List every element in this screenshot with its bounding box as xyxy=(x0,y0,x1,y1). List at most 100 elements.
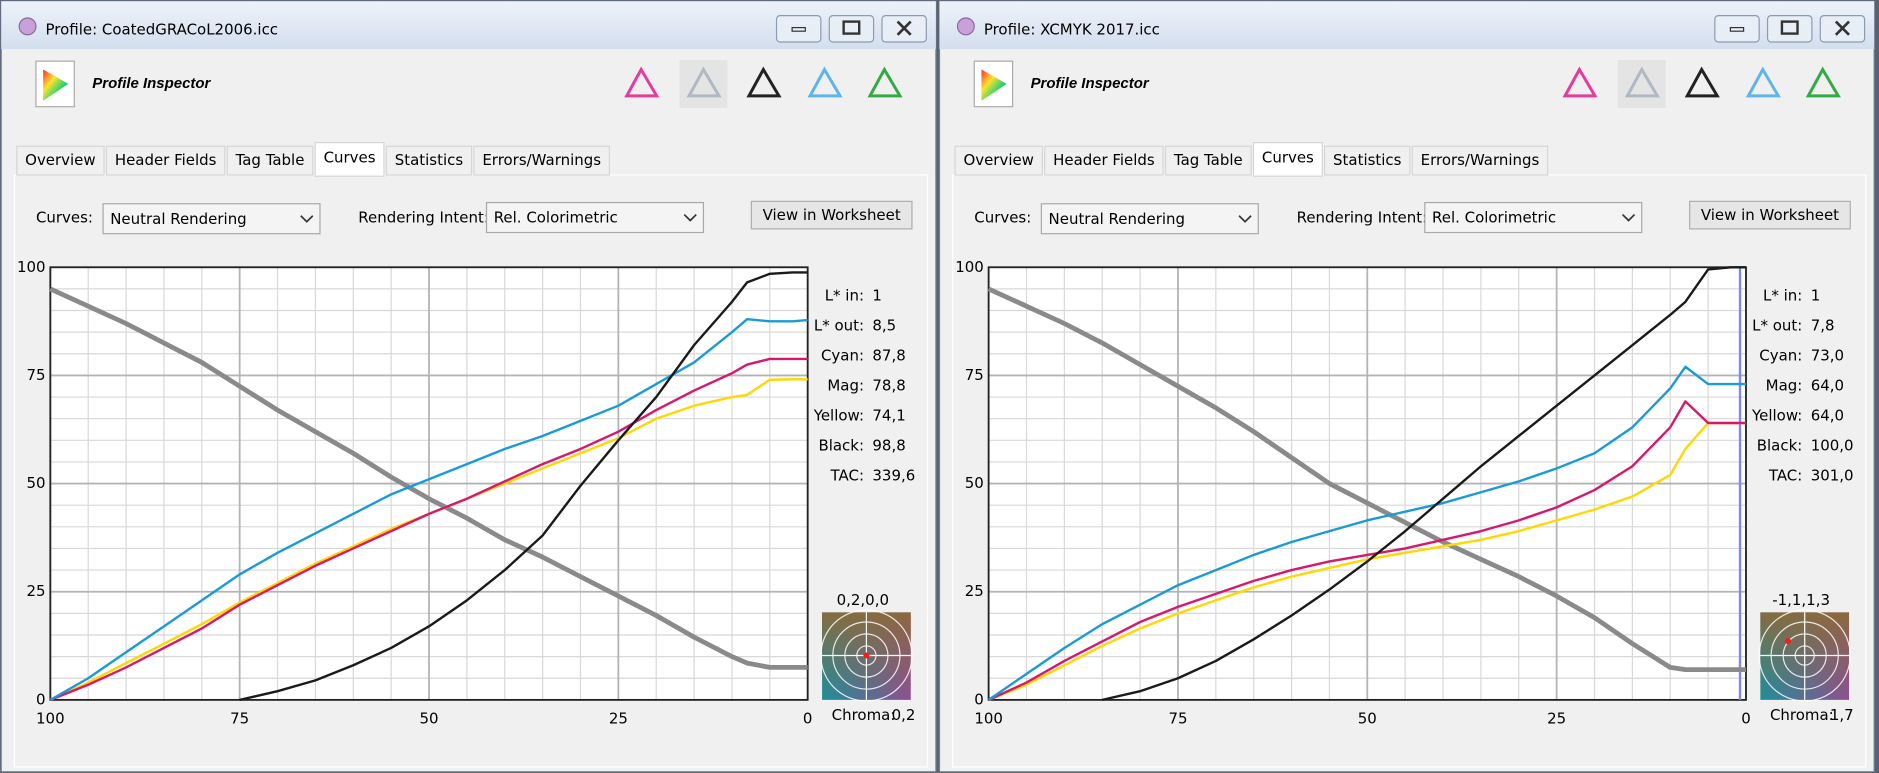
intent-dropdown[interactable] xyxy=(1424,201,1643,234)
curves-value[interactable]: Neutral Rendering xyxy=(110,210,246,228)
intent-label: Rendering Intent: xyxy=(1297,209,1428,227)
title-icon xyxy=(956,17,975,36)
curve xyxy=(49,357,808,701)
tab-label[interactable]: Overview xyxy=(25,151,95,169)
tab-label[interactable]: Curves xyxy=(1262,149,1314,167)
tab[interactable] xyxy=(1252,142,1323,177)
intent-value[interactable]: Rel. Colorimetric xyxy=(494,209,618,227)
tool-icon[interactable] xyxy=(686,66,722,98)
plot-frame xyxy=(987,266,1747,701)
worksheet-button[interactable] xyxy=(1689,200,1851,230)
tab[interactable] xyxy=(1411,145,1549,176)
plot-frame xyxy=(49,266,809,701)
window: Profile: XCMYK 2017.icc Profile Inspector… xyxy=(938,0,1875,773)
readout-value: 1 xyxy=(872,287,882,305)
maximize-button[interactable] xyxy=(828,15,875,43)
tool-icon[interactable] xyxy=(807,66,843,98)
tab[interactable] xyxy=(1324,145,1411,176)
tab[interactable] xyxy=(1164,145,1252,176)
readout-value: 74,1 xyxy=(872,406,905,424)
tab[interactable] xyxy=(314,142,385,177)
tool-icon[interactable] xyxy=(867,66,903,98)
intent-value[interactable]: Rel. Colorimetric xyxy=(1432,209,1556,227)
tab-label[interactable]: Header Fields xyxy=(1053,151,1155,169)
tab-label[interactable]: Tag Table xyxy=(235,151,305,169)
intent-label: Rendering Intent: xyxy=(358,209,489,227)
minimize-glyph xyxy=(1729,26,1745,32)
intent-dropdown[interactable] xyxy=(485,201,705,234)
tab[interactable] xyxy=(16,145,105,176)
readout-label: TAC: xyxy=(1768,466,1802,484)
worksheet-button-label[interactable]: View in Worksheet xyxy=(1701,206,1839,224)
tool-icon[interactable] xyxy=(1562,66,1598,98)
app-name: Profile Inspector xyxy=(1031,75,1150,92)
minimize-button[interactable] xyxy=(775,15,822,43)
readout-label: Black: xyxy=(1757,436,1803,454)
tab-label[interactable]: Overview xyxy=(963,151,1033,169)
curves-label: Curves: xyxy=(36,209,93,227)
tool-icon[interactable] xyxy=(746,66,782,98)
y-tick-label: 50 xyxy=(26,474,45,492)
tab-label[interactable]: Statistics xyxy=(395,151,464,169)
tool-icon[interactable] xyxy=(624,66,660,98)
tab-label[interactable]: Tag Table xyxy=(1173,151,1243,169)
curves-dropdown[interactable] xyxy=(102,203,321,235)
maximize-glyph xyxy=(1780,20,1799,35)
y-tick-label: 75 xyxy=(26,366,45,384)
worksheet-button-label[interactable]: View in Worksheet xyxy=(763,206,901,224)
tool-icon[interactable] xyxy=(1624,66,1660,98)
readout-value: 8,5 xyxy=(872,316,896,334)
tab[interactable] xyxy=(954,145,1043,176)
tool-icon[interactable] xyxy=(1805,66,1841,98)
x-tick-label: 75 xyxy=(230,710,249,728)
readout-label: Yellow: xyxy=(1751,406,1802,424)
curves-value[interactable]: Neutral Rendering xyxy=(1049,210,1185,228)
worksheet-button[interactable] xyxy=(750,200,913,230)
readout-label: L* in: xyxy=(825,287,864,305)
tab-label[interactable]: Errors/Warnings xyxy=(482,151,601,169)
chroma-label: Chroma: xyxy=(1770,706,1834,724)
curve xyxy=(49,317,808,701)
readout-label: Black: xyxy=(818,436,864,454)
readout-value: 64,0 xyxy=(1811,406,1844,424)
tab[interactable] xyxy=(1044,145,1164,176)
readout-value: 73,0 xyxy=(1811,346,1844,364)
tab-label[interactable]: Errors/Warnings xyxy=(1421,151,1540,169)
maximize-button[interactable] xyxy=(1766,15,1813,43)
curves-dropdown[interactable] xyxy=(1040,203,1259,235)
x-tick-label: 50 xyxy=(419,710,438,728)
title-icon xyxy=(18,17,37,36)
tab[interactable] xyxy=(105,145,226,176)
y-tick-label: 100 xyxy=(955,258,984,276)
app-name: Profile Inspector xyxy=(92,75,211,92)
tab[interactable] xyxy=(473,145,611,176)
close-glyph xyxy=(1834,20,1850,36)
curve xyxy=(1101,266,1746,702)
close-glyph xyxy=(896,20,912,36)
readout-value: 7,8 xyxy=(1811,316,1835,334)
tool-icon[interactable] xyxy=(1745,66,1781,98)
x-tick-label: 25 xyxy=(1547,710,1566,728)
y-tick-label: 0 xyxy=(974,690,984,708)
readout-label: Mag: xyxy=(827,376,864,394)
tool-icon[interactable] xyxy=(1684,66,1720,98)
readout-value: 100,0 xyxy=(1811,436,1854,454)
chroma-dot xyxy=(863,652,870,659)
curve xyxy=(239,271,808,702)
readout-label: Cyan: xyxy=(821,346,864,364)
x-tick-label: 100 xyxy=(36,710,65,728)
tab-label[interactable]: Header Fields xyxy=(115,151,217,169)
y-tick-label: 25 xyxy=(26,582,45,600)
tab[interactable] xyxy=(226,145,314,176)
chroma-ring xyxy=(820,609,913,702)
tab-label[interactable]: Statistics xyxy=(1333,151,1402,169)
readout-label: L* out: xyxy=(1752,316,1802,334)
minimize-button[interactable] xyxy=(1714,15,1760,43)
readout-value: 339,6 xyxy=(872,466,915,484)
readout-value: 1 xyxy=(1811,287,1821,305)
tab[interactable] xyxy=(385,145,473,176)
chroma-code: -1,1,1,3 xyxy=(1772,591,1830,609)
tab-label[interactable]: Curves xyxy=(324,149,376,167)
